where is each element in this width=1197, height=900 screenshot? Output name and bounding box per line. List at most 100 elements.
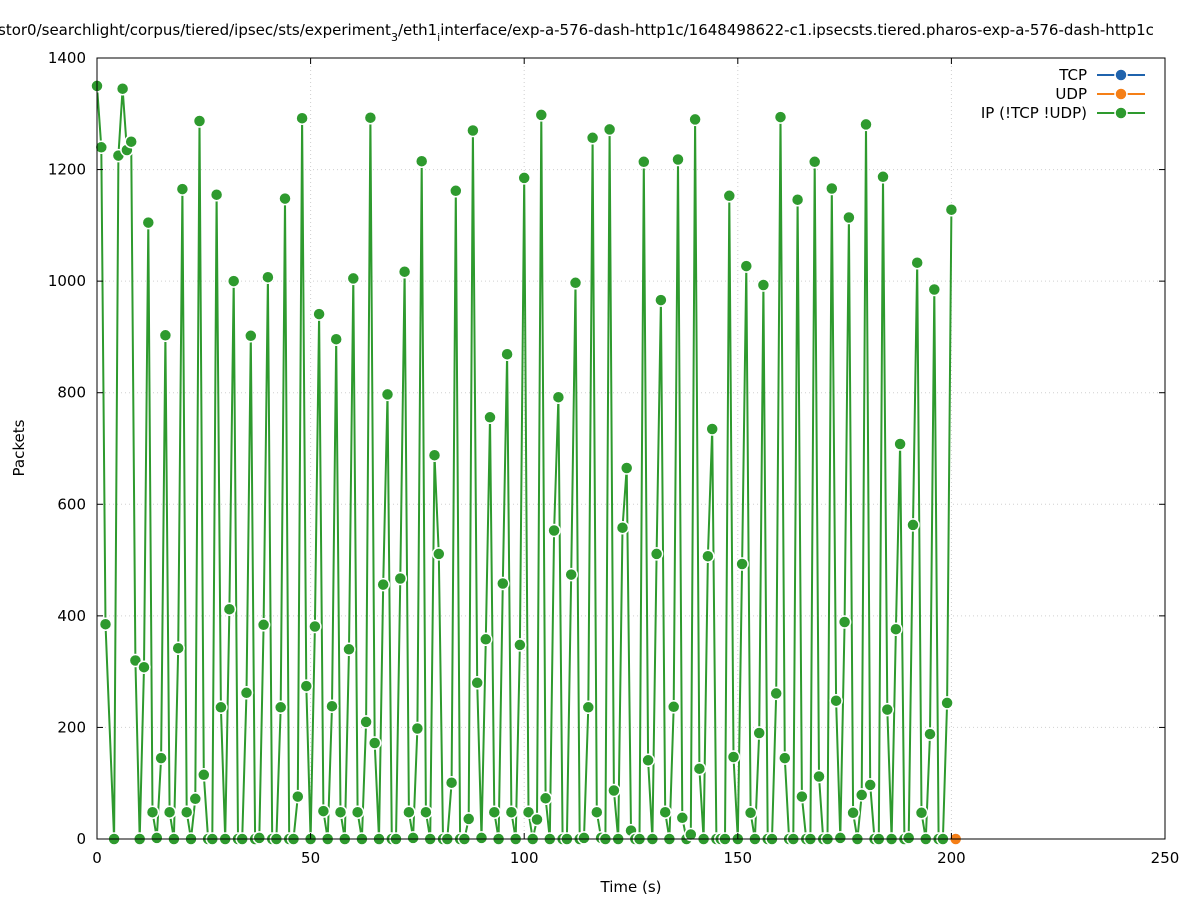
title-part-3: interface/exp-a-576-dash-http1c/16484986… — [440, 21, 1154, 39]
chart-title: stor0/searchlight/corpus/tiered/ipsec/st… — [0, 21, 1154, 44]
data-point — [209, 187, 224, 202]
data-point — [342, 642, 356, 657]
data-point — [346, 271, 361, 286]
legend-entry-ip: IP (!TCP !UDP) — [981, 104, 1145, 122]
data-point — [312, 307, 326, 321]
data-point — [906, 518, 920, 532]
data-point — [649, 547, 664, 561]
legend-marker-tcp — [1114, 68, 1128, 82]
data-point — [619, 461, 634, 475]
data-point — [795, 789, 809, 804]
x-axis-title: Time (s) — [600, 878, 662, 896]
title-subscript-1: 3 — [391, 31, 398, 44]
data-point — [150, 831, 164, 845]
data-point — [534, 108, 549, 122]
data-point — [226, 274, 241, 288]
data-point — [94, 140, 109, 155]
title-part-2: /eth1 — [398, 21, 437, 39]
data-point — [380, 387, 395, 402]
data-point — [735, 557, 749, 571]
data-point — [790, 192, 805, 207]
data-point — [705, 422, 719, 436]
data-point — [513, 638, 527, 652]
data-point — [876, 170, 890, 184]
data-point — [252, 831, 267, 845]
data-point — [273, 700, 288, 715]
data-point — [944, 202, 959, 217]
data-point — [171, 641, 185, 655]
data-point — [521, 805, 536, 819]
plot-frame — [96, 57, 1166, 840]
data-point — [859, 117, 873, 132]
legend-label-ip: IP (!TCP !UDP) — [981, 104, 1087, 122]
data-point — [880, 702, 895, 717]
data-point — [778, 751, 792, 765]
data-point — [222, 602, 237, 616]
data-point — [291, 789, 305, 804]
data-point — [192, 114, 207, 128]
data-point — [641, 753, 655, 768]
data-point — [363, 110, 378, 125]
data-point — [752, 726, 766, 740]
data-point — [316, 804, 331, 818]
data-point — [530, 812, 544, 827]
data-point — [893, 437, 907, 451]
data-point — [812, 769, 826, 784]
data-point — [675, 811, 690, 825]
y-tick-label: 1400 — [48, 49, 86, 67]
data-point — [769, 686, 783, 701]
title-part-1: stor0/searchlight/corpus/tiered/ipsec/st… — [0, 21, 391, 39]
data-point — [154, 751, 168, 765]
data-point — [188, 792, 203, 806]
data-point — [940, 696, 954, 710]
data-point — [756, 278, 771, 292]
data-point — [684, 827, 698, 842]
data-point — [419, 805, 433, 819]
data-point — [517, 171, 531, 185]
data-point — [466, 123, 480, 138]
data-point — [350, 805, 365, 819]
chart-title-text: stor0/searchlight/corpus/tiered/ipsec/st… — [0, 21, 1154, 44]
data-point — [406, 831, 420, 845]
data-point — [538, 791, 553, 806]
data-point — [427, 448, 442, 462]
data-point — [654, 293, 668, 307]
x-tick-label: 50 — [301, 849, 320, 867]
data-point — [590, 805, 604, 819]
data-point — [547, 523, 561, 538]
x-tick-label: 100 — [510, 849, 539, 867]
data-point — [179, 805, 194, 819]
data-point — [376, 577, 390, 592]
data-point — [329, 332, 343, 346]
y-tick-label: 200 — [57, 718, 86, 736]
y-tick-label: 1200 — [48, 161, 86, 179]
data-point — [325, 699, 339, 713]
data-point — [367, 736, 382, 750]
y-tick-label: 800 — [57, 384, 86, 402]
axis-tick-labels: 0 50 100 150 200 250 0 200 400 600 800 1000 1200 1400 — [48, 49, 1180, 867]
legend: TCP UDP IP (!TCP !UDP) — [981, 66, 1145, 122]
data-point — [162, 805, 177, 819]
y-tick-label: 0 — [76, 830, 86, 848]
data-point — [607, 783, 621, 798]
data-point — [299, 679, 314, 693]
data-point — [487, 805, 502, 819]
x-tick-label: 150 — [723, 849, 752, 867]
legend-label-udp: UDP — [1055, 85, 1087, 103]
data-point — [333, 805, 348, 819]
data-point — [807, 155, 822, 169]
title-subscript-2: i — [437, 31, 440, 44]
x-tick-label: 0 — [92, 849, 102, 867]
legend-label-tcp: TCP — [1058, 66, 1087, 84]
data-point — [141, 215, 156, 230]
data-point — [658, 805, 672, 819]
data-point — [239, 686, 254, 700]
axis-ticks — [96, 57, 1166, 840]
data-point — [461, 812, 476, 826]
data-point — [359, 715, 373, 729]
data-point — [688, 112, 702, 127]
data-point — [773, 110, 788, 124]
data-point — [410, 721, 425, 736]
data-point — [158, 328, 173, 343]
